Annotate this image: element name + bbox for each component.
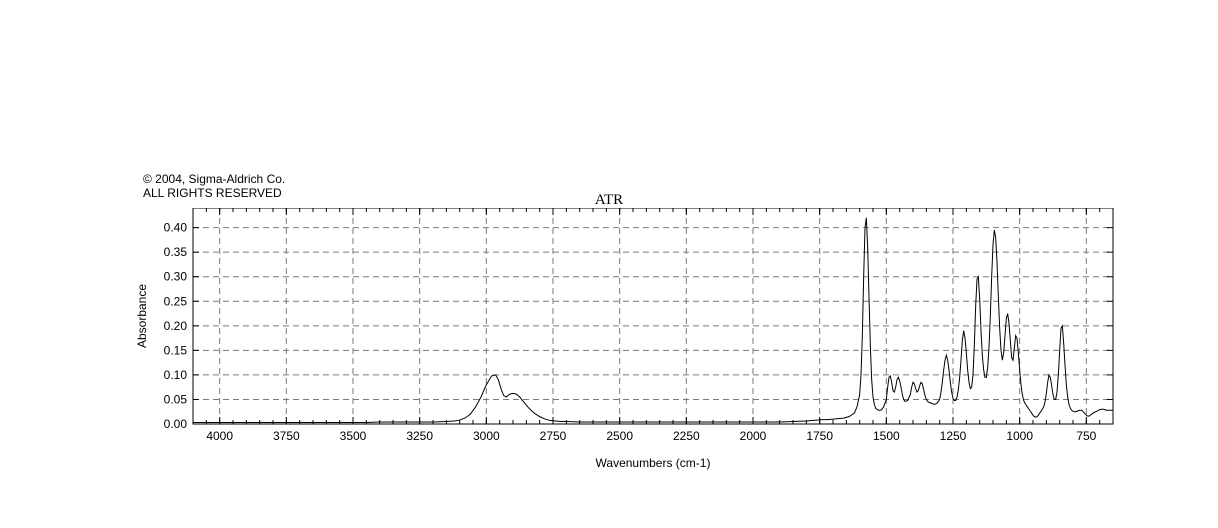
svg-text:1500: 1500 xyxy=(873,429,900,443)
svg-text:750: 750 xyxy=(1076,429,1096,443)
svg-text:2500: 2500 xyxy=(606,429,633,443)
svg-text:0.25: 0.25 xyxy=(164,294,188,308)
svg-text:1000: 1000 xyxy=(1006,429,1033,443)
page: © 2004, Sigma-Aldrich Co. ALL RIGHTS RES… xyxy=(0,0,1218,528)
svg-text:4000: 4000 xyxy=(206,429,233,443)
spectrum-chart: 4000 3750 3500 3250 3000 2750 2500 2250 2000 1750… xyxy=(143,208,1133,454)
svg-text:0.00: 0.00 xyxy=(164,417,188,431)
svg-text:2000: 2000 xyxy=(740,429,767,443)
copyright-line1: © 2004, Sigma-Aldrich Co. xyxy=(143,172,285,186)
svg-text:1750: 1750 xyxy=(806,429,833,443)
svg-text:3000: 3000 xyxy=(473,429,500,443)
x-axis-label: Wavenumbers (cm-1) xyxy=(193,456,1113,470)
svg-text:0.10: 0.10 xyxy=(164,368,188,382)
chart-title: ATR xyxy=(0,192,1218,209)
chart-container: Absorbance 40003750350032503000275025002… xyxy=(143,208,1133,488)
svg-text:3500: 3500 xyxy=(340,429,367,443)
svg-text:1250: 1250 xyxy=(940,429,967,443)
svg-text:0.20: 0.20 xyxy=(164,319,188,333)
svg-text:0.05: 0.05 xyxy=(164,392,188,406)
svg-text:3250: 3250 xyxy=(406,429,433,443)
svg-text:2250: 2250 xyxy=(673,429,700,443)
svg-text:2750: 2750 xyxy=(540,429,567,443)
svg-text:0.30: 0.30 xyxy=(164,270,188,284)
svg-text:3750: 3750 xyxy=(273,429,300,443)
y-axis-label: Absorbance xyxy=(135,208,149,424)
svg-text:0.35: 0.35 xyxy=(164,245,188,259)
svg-text:0.15: 0.15 xyxy=(164,343,188,357)
svg-text:0.40: 0.40 xyxy=(164,221,188,235)
